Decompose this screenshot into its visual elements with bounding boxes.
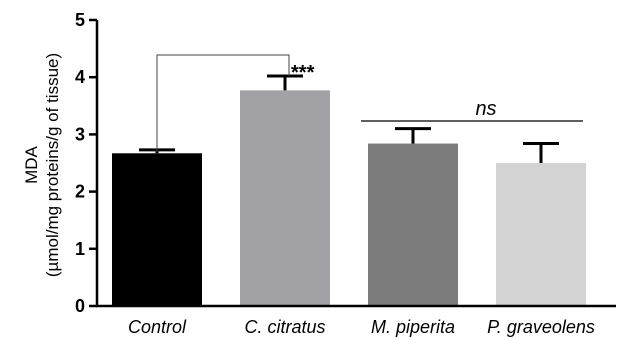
- y-tick-label-1: 1: [75, 239, 85, 259]
- bars-group: [112, 90, 586, 306]
- error-bar-1: [267, 74, 303, 91]
- x-tick-label-3: P. graveolens: [487, 317, 595, 337]
- y-tick-label-0: 0: [75, 296, 85, 316]
- bar-1: [240, 90, 330, 306]
- y-tick-label-2: 2: [75, 182, 85, 202]
- bar-2: [368, 143, 458, 306]
- error-bars-group: [139, 74, 559, 163]
- ns-label: ns: [475, 98, 496, 120]
- y-axis-title: MDA (µmol/mg proteins/g of tissue): [22, 53, 62, 277]
- y-axis-label-line2: (µmol/mg proteins/g of tissue): [43, 53, 62, 277]
- y-tick-label-4: 4: [75, 67, 85, 87]
- y-tick-label-3: 3: [75, 124, 85, 144]
- x-tick-label-1: C. citratus: [244, 317, 325, 337]
- y-tick-label-5: 5: [75, 10, 85, 30]
- significance-stars: ***: [291, 62, 315, 84]
- significance-bracket: [156, 54, 290, 152]
- annotations-group: *** ns: [156, 54, 583, 152]
- x-tick-label-2: M. piperita: [371, 317, 455, 337]
- y-ticks-group: 0 1 2 3 4 5: [75, 10, 97, 316]
- error-bar-3: [523, 142, 559, 163]
- axes-group: [95, 20, 616, 308]
- x-labels-group: Control C. citratus M. piperita P. graveole…: [128, 317, 595, 337]
- bar-3: [496, 163, 586, 306]
- x-tick-label-0: Control: [128, 317, 187, 337]
- bar-0: [112, 153, 202, 306]
- y-axis-label-line1: MDA: [22, 145, 41, 183]
- error-bar-2: [395, 127, 431, 144]
